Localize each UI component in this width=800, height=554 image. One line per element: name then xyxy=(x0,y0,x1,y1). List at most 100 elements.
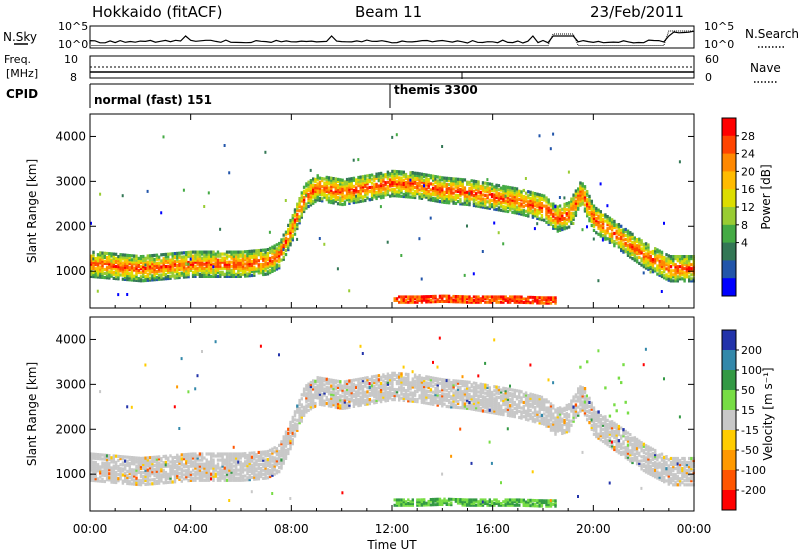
velocity-echo xyxy=(389,374,392,378)
power-echo xyxy=(114,270,118,275)
power-echo xyxy=(377,186,381,190)
velocity-echo xyxy=(148,462,152,466)
velocity-echo xyxy=(373,391,376,395)
power-echo xyxy=(654,267,657,271)
velocity-echo xyxy=(271,457,274,461)
power-echo xyxy=(124,275,127,279)
velocity-echo xyxy=(386,378,390,382)
velocity-echo xyxy=(334,403,337,407)
velocity-echo xyxy=(314,401,317,406)
power-echo xyxy=(411,181,414,185)
power-echo xyxy=(157,263,161,267)
power-echo xyxy=(450,296,453,300)
power-echo xyxy=(391,192,394,196)
power-echo xyxy=(481,187,485,191)
power-echo xyxy=(352,184,356,188)
power-echo xyxy=(604,229,607,233)
power-echo xyxy=(545,212,548,216)
power-echo xyxy=(543,296,546,300)
power-echo xyxy=(339,180,342,184)
power-echo xyxy=(577,199,580,203)
power-echo xyxy=(466,200,469,204)
velocity-echo xyxy=(191,472,195,476)
power-echo xyxy=(613,231,616,236)
power-echo xyxy=(413,177,417,181)
velocity-echo xyxy=(359,391,362,395)
power-echo xyxy=(660,266,664,271)
velocity-echo xyxy=(402,392,405,396)
power-echo xyxy=(554,208,557,212)
power-echo xyxy=(438,179,442,183)
velocity-echo xyxy=(130,462,134,466)
power-echo xyxy=(278,260,281,264)
power-echo xyxy=(461,190,464,194)
power-echo xyxy=(114,260,118,264)
power-echo xyxy=(633,240,636,244)
velocity-echo xyxy=(275,471,279,475)
power-echo xyxy=(570,215,573,219)
power-echo xyxy=(622,250,625,254)
power-echo xyxy=(395,176,399,180)
velocity-echo xyxy=(389,382,392,386)
power-echo xyxy=(355,200,358,204)
power-echo xyxy=(538,197,541,201)
power-echo xyxy=(690,267,693,271)
power-echo xyxy=(99,259,102,263)
velocity-echo xyxy=(137,482,140,487)
power-echo xyxy=(167,264,170,268)
power-echo xyxy=(511,200,514,204)
power-echo xyxy=(556,209,559,213)
power-echo xyxy=(418,180,421,184)
power-echo xyxy=(275,251,279,255)
velocity-echo xyxy=(373,401,376,405)
power-echo xyxy=(540,205,544,210)
power-echo xyxy=(395,297,399,301)
velocity-echo xyxy=(196,454,199,458)
velocity-echo xyxy=(253,455,256,459)
velocity-echo xyxy=(341,404,344,408)
power-echo xyxy=(443,196,446,200)
velocity-echo xyxy=(230,452,233,456)
velocity-echo xyxy=(264,470,267,474)
power-echo xyxy=(370,197,374,201)
power-echo xyxy=(391,171,394,175)
power-echo xyxy=(148,254,152,258)
power-echo xyxy=(490,300,494,304)
power-echo xyxy=(225,254,229,258)
velocity-echo xyxy=(284,440,288,444)
velocity-echo xyxy=(155,463,159,467)
power-echo xyxy=(377,172,381,176)
velocity-echo xyxy=(350,399,353,403)
power-echo xyxy=(583,193,587,197)
power-echo xyxy=(400,297,403,301)
velocity-echo xyxy=(268,468,272,473)
power-echo xyxy=(481,185,485,189)
power-echo xyxy=(631,257,634,261)
power-echo xyxy=(629,231,632,235)
velocity-echo xyxy=(395,375,399,380)
velocity-echo xyxy=(323,403,326,407)
velocity-echo xyxy=(137,456,140,460)
velocity-echo xyxy=(391,379,394,383)
power-echo xyxy=(201,270,204,274)
power-echo xyxy=(253,271,256,275)
power-echo xyxy=(194,256,197,260)
power-echo xyxy=(196,270,199,274)
power-echo xyxy=(334,187,337,191)
power-echo xyxy=(196,272,199,276)
velocity-echo xyxy=(248,469,251,474)
power-echo xyxy=(205,254,208,258)
velocity-echo xyxy=(214,466,217,470)
power-echo xyxy=(370,177,374,181)
velocity-echo xyxy=(275,463,279,467)
power-echo xyxy=(420,174,424,178)
velocity-echo xyxy=(160,473,163,477)
velocity-echo xyxy=(300,415,303,419)
velocity-echo xyxy=(176,465,179,469)
power-echo xyxy=(506,197,510,201)
power-echo xyxy=(658,261,661,265)
power-echo xyxy=(312,191,315,195)
power-echo xyxy=(248,255,251,260)
velocity-echo xyxy=(92,454,95,458)
power-echo xyxy=(610,228,614,232)
